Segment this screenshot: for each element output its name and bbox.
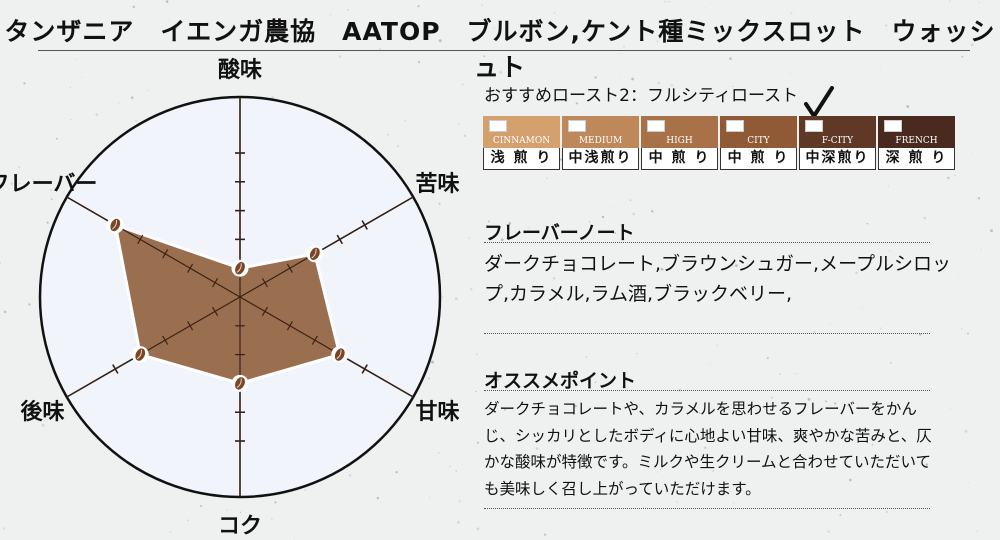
roast-checkbox-icon (489, 120, 507, 132)
radar-axis-label: 酸味 (218, 58, 262, 83)
radar-axis-line (66, 296, 241, 398)
flavor-section-divider (484, 333, 930, 334)
flavor-heading-underline (484, 242, 930, 243)
recommend-heading-underline (484, 390, 930, 391)
roast-checkbox-icon (647, 120, 665, 132)
roast-checkbox-icon (568, 120, 586, 132)
recommend-points-heading: オススメポイント (484, 370, 637, 392)
radar-axis-label: フレーバー (0, 172, 97, 197)
radar-axis-label: 後味 (21, 399, 65, 425)
radar-data-point (131, 346, 149, 364)
roast-level-name: MEDIUM (578, 136, 623, 146)
radar-tick (261, 277, 268, 288)
radar-axis-line (239, 296, 414, 398)
radar-axis-label: コク (218, 514, 262, 539)
roast-color-chip: CINNAMON (483, 116, 560, 148)
roast-level-name: FRENCH (895, 136, 938, 146)
roast-checkbox-icon (726, 120, 744, 132)
recommend-section-divider (484, 508, 930, 509)
radar-tick (261, 306, 268, 317)
roast-color-chip: HIGH (641, 116, 718, 148)
roast-checkbox-icon (884, 120, 902, 132)
recommend-points-text: ダークチョコレートや、カラメルを思わせるフレーバーをかんじ、シッカリとしたボディ… (484, 400, 932, 498)
radar-tick (311, 335, 318, 345)
radar-data-point (306, 245, 324, 263)
radar-tick (162, 335, 169, 345)
radar-tick (212, 306, 219, 317)
radar-tick (187, 263, 194, 273)
roast-level-cinnamon: CINNAMON 浅 煎 り (483, 116, 560, 170)
roast-level-french: FRENCH 深 煎 り (878, 116, 955, 170)
roast-color-chip: MEDIUM (562, 116, 639, 148)
roast-color-chip: FRENCH (878, 116, 955, 148)
title-divider (38, 50, 970, 51)
roast-level-scale: CINNAMON 浅 煎 り MEDIUM 中浅煎り HIGH 中 煎 り CITY 中 煎 … (483, 116, 955, 170)
radar-tick (162, 249, 169, 259)
radar-tick (286, 263, 293, 273)
radar-tick (361, 220, 368, 230)
radar-axis-line (66, 196, 241, 298)
roast-level-label: 中浅煎り (562, 148, 639, 170)
radar-tick (286, 321, 293, 331)
roast-level-f-city: F-CITY 中深煎り (799, 116, 876, 170)
roast-recommendation-heading: おすすめロースト2：フルシティロースト (484, 86, 799, 106)
roast-level-label: 中深煎り (799, 148, 876, 170)
radar-tick (112, 364, 119, 374)
roast-checkbox-icon (805, 120, 823, 132)
roast-level-name: F-CITY (821, 136, 854, 146)
radar-tick (361, 364, 368, 374)
radar-data-point (231, 374, 249, 392)
radar-axis-label: 苦味 (415, 172, 459, 197)
radar-tick (336, 234, 343, 245)
flavor-notes-heading: フレーバーノート (484, 222, 635, 244)
roast-level-name: CINNAMON (492, 136, 551, 146)
roast-color-chip: CITY (720, 116, 797, 148)
roast-level-name: CITY (747, 136, 770, 146)
radar-axis-line (239, 196, 414, 298)
roast-level-label: 中 煎 り (641, 148, 718, 170)
radar-axis-label: 甘味 (415, 400, 459, 425)
radar-tick (212, 277, 219, 288)
radar-data-point (331, 346, 349, 364)
roast-level-label: 中 煎 り (720, 148, 797, 170)
roast-level-medium: MEDIUM 中浅煎り (562, 116, 639, 170)
roast-level-label: 浅 煎 り (483, 148, 560, 170)
roast-level-label: 深 煎 り (878, 148, 955, 170)
roast-level-name: HIGH (666, 136, 693, 146)
flavor-notes-text: ダークチョコレート,ブラウンシュガー,メープルシロップ,カラメル,ラム酒,ブラッ… (484, 253, 951, 305)
roast-level-high: HIGH 中 煎 り (641, 116, 718, 170)
roast-level-city: CITY 中 煎 り (720, 116, 797, 170)
radar-tick (187, 321, 194, 331)
roast-color-chip: F-CITY (799, 116, 876, 148)
radar-tick (137, 234, 144, 245)
page-title: タンザニア イエンガ農協 AATOP ブルボン,ケント種ミックスロット ウォッシ… (4, 17, 996, 82)
radar-data-point (231, 259, 249, 277)
radar-data-point (106, 216, 124, 234)
